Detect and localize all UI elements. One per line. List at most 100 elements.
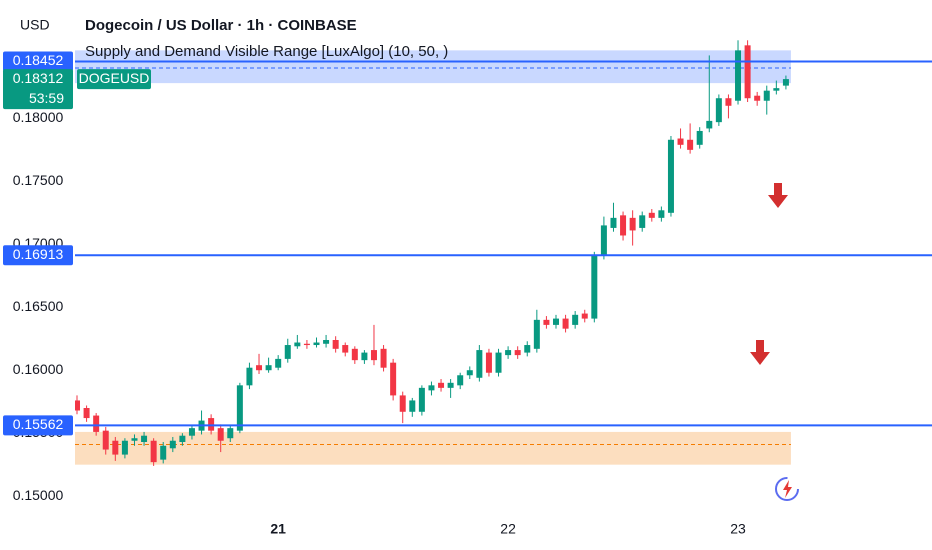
candle-body xyxy=(476,350,483,378)
logo[interactable] xyxy=(775,477,799,501)
candle-body xyxy=(83,408,90,419)
level-label: 0.18452 xyxy=(13,52,64,68)
candle-body xyxy=(553,318,559,325)
candle-body xyxy=(160,445,167,460)
candle-body xyxy=(74,400,80,411)
candle-body xyxy=(639,215,646,228)
candle-body xyxy=(773,88,780,91)
candle-body xyxy=(495,352,502,373)
currency: USD xyxy=(20,17,50,33)
candle-body xyxy=(457,375,464,386)
candle-body xyxy=(227,428,234,439)
y-tick-label: 0.16000 xyxy=(13,361,64,377)
candle-body xyxy=(236,385,243,431)
candle-body xyxy=(620,215,627,236)
candle-body xyxy=(591,255,598,319)
candle-body xyxy=(754,95,761,101)
candle-body xyxy=(610,217,617,228)
candle-body xyxy=(581,313,588,319)
candle-body xyxy=(648,212,655,218)
candle-body xyxy=(370,350,377,361)
arrow xyxy=(768,183,788,208)
candle-body xyxy=(428,385,435,391)
candle-body xyxy=(121,440,128,455)
last-price-box xyxy=(3,69,73,110)
candle-body xyxy=(658,210,665,218)
candle-body xyxy=(361,352,368,361)
candle-body xyxy=(667,139,674,213)
candle-body xyxy=(543,319,550,325)
zone xyxy=(75,50,791,84)
candle-body xyxy=(466,370,473,376)
candle-body xyxy=(351,348,358,361)
candle-body xyxy=(447,382,454,388)
arrow xyxy=(750,340,770,365)
candle-body xyxy=(141,435,148,442)
candle-body xyxy=(715,98,722,123)
candle-body xyxy=(256,365,263,371)
candle-body xyxy=(131,438,138,441)
y-tick-label: 0.17500 xyxy=(13,172,64,188)
candle-body xyxy=(629,217,636,231)
zone xyxy=(75,431,791,465)
level-label-box xyxy=(3,51,73,72)
candle-body xyxy=(93,415,100,432)
plot-area xyxy=(74,40,932,466)
candle-body xyxy=(600,225,607,256)
candle-body xyxy=(303,343,310,346)
candle-body xyxy=(677,138,684,145)
candle-body xyxy=(514,350,521,356)
candle-body xyxy=(524,345,531,353)
candle-body xyxy=(696,130,703,145)
candle-body xyxy=(485,352,492,373)
level-label-box xyxy=(3,245,73,266)
x-tick-label: 21 xyxy=(270,521,286,537)
candle-body xyxy=(380,348,387,368)
candle-body xyxy=(735,50,742,101)
x-tick-label: 22 xyxy=(500,521,516,537)
candle-body xyxy=(706,120,713,129)
candle-body xyxy=(390,362,397,396)
candle-body xyxy=(533,319,540,349)
last-price-label: 0.18312 xyxy=(13,70,64,86)
candle-body xyxy=(399,395,406,412)
candle-body xyxy=(505,350,512,356)
symbol-tag xyxy=(77,69,151,90)
level-label: 0.16913 xyxy=(13,246,64,262)
candle-body xyxy=(102,430,109,450)
candle-body xyxy=(418,387,425,412)
candle-body xyxy=(687,139,694,150)
candle-body xyxy=(313,342,320,346)
candle-body xyxy=(112,440,119,455)
x-tick-label: 23 xyxy=(730,521,746,537)
candle-body xyxy=(284,345,291,359)
indicator-label: Supply and Demand Visible Range [LuxAlgo… xyxy=(85,43,448,60)
candle-body xyxy=(744,45,751,99)
candle-body xyxy=(169,440,176,449)
level-label: 0.15562 xyxy=(13,416,64,432)
y-tick-label: 0.18000 xyxy=(13,109,64,125)
candle-body xyxy=(246,367,253,386)
candle-body xyxy=(763,90,770,101)
symbol-label: DOGEUSD xyxy=(79,70,150,86)
candle-body xyxy=(294,342,301,347)
candle-body xyxy=(150,440,157,463)
candle-body xyxy=(179,435,186,442)
candle-body xyxy=(438,382,445,388)
currency-box[interactable] xyxy=(5,8,65,42)
countdown: 53:59 xyxy=(29,90,64,106)
candle-body xyxy=(217,428,224,441)
candle-body xyxy=(323,340,330,344)
level-label-box xyxy=(3,415,73,436)
chart-title: Dogecoin / US Dollar · 1h · COINBASE xyxy=(85,17,357,34)
candle-body xyxy=(188,428,195,436)
y-tick-label: 0.15000 xyxy=(13,487,64,503)
candle-body xyxy=(562,318,569,329)
candle-body xyxy=(572,314,579,325)
candle-body xyxy=(342,345,349,353)
candle-body xyxy=(332,340,339,349)
candle-body xyxy=(265,365,272,371)
candle-body xyxy=(208,418,215,431)
candle-body xyxy=(725,98,732,106)
